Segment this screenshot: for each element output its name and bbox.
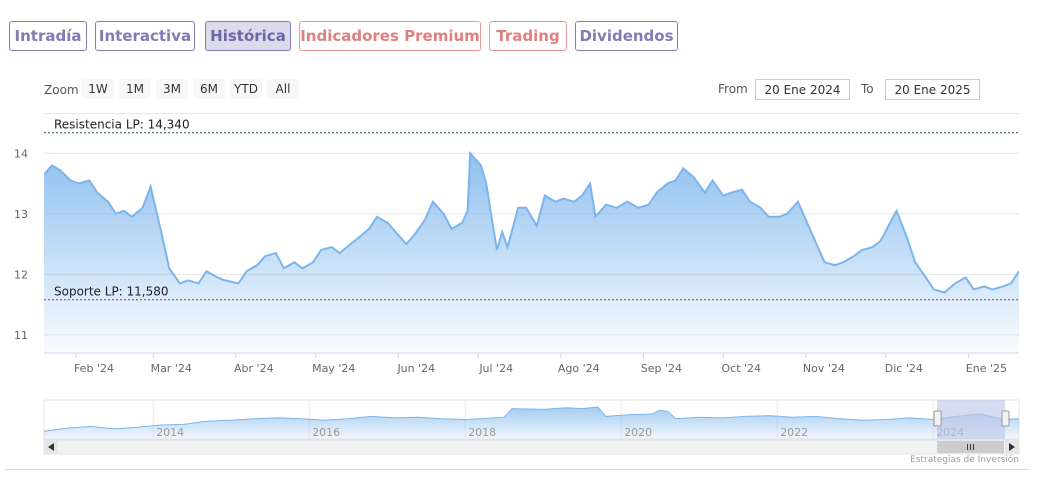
x-tick-label: Ago '24 [558,362,600,375]
y-tick-label: 13 [14,208,28,221]
tab-trading[interactable]: Trading [489,21,567,51]
y-tick-label: 11 [14,329,28,342]
price-line [44,150,1019,294]
x-tick-label: Mar '24 [151,362,192,375]
credits: Estrategias de Inversión [910,455,1019,465]
navigator-right-handle[interactable] [1001,410,1010,427]
support-resistance-lines: Resistencia LP: 14,340 Soporte LP: 11,580 [44,118,1019,301]
arrow-left-icon [48,443,54,451]
x-tick-label: Dic '24 [885,362,923,375]
navigator-year-label: 2018 [468,426,496,439]
navigator-year-label: 2022 [780,426,808,439]
x-tick-label: Jul '24 [478,362,513,375]
x-tick-label: Abr '24 [234,362,274,375]
tab-historica[interactable]: Histórica [205,21,291,51]
navigator-selection[interactable] [937,400,1005,439]
to-date-input[interactable]: 20 Ene 2025 [885,79,980,100]
to-label: To [861,82,874,96]
zoom-ytd-button[interactable]: YTD [230,79,262,99]
grip-icon [967,444,975,450]
annotation-label: Soporte LP: 11,580 [54,285,169,299]
navigator-year-label: 2016 [312,426,340,439]
y-tick-label: 12 [14,268,28,281]
navigator-line [43,406,1020,432]
navigator-left-handle[interactable] [933,410,942,427]
x-tick-label: Feb '24 [74,362,114,375]
zoom-1w-button[interactable]: 1W [82,79,114,99]
toolbar-divider [44,113,1019,114]
navigator-year-label: 2014 [156,426,184,439]
y-axis-labels: 11 12 13 14 [14,147,28,342]
x-tick-label: Sep '24 [641,362,682,375]
range-selector: Zoom 1W 1M 3M 6M YTD All From 20 Ene 202… [0,79,1037,101]
zoom-label: Zoom [44,83,79,97]
footer-divider [5,469,1029,470]
tab-interactiva[interactable]: Interactiva [95,21,195,51]
navigator-year-label: 2020 [624,426,652,439]
x-tick-label: May '24 [312,362,355,375]
tab-dividendos[interactable]: Dividendos [575,21,678,51]
zoom-1m-button[interactable]: 1M [119,79,151,99]
zoom-all-button[interactable]: All [267,79,299,99]
x-tick-label: Ene '25 [966,362,1007,375]
y-tick-label: 14 [14,147,28,160]
arrow-right-icon [1009,443,1015,451]
x-tick-label: Jun '24 [396,362,435,375]
scrollbar-track[interactable] [43,439,1020,455]
from-label: From [718,82,748,96]
scrollbar[interactable] [43,439,1020,455]
x-tick-label: Oct '24 [722,362,762,375]
navigator-area [44,407,1019,439]
from-date-input[interactable]: 20 Ene 2024 [755,79,850,100]
annotation-label: Resistencia LP: 14,340 [54,118,190,132]
navigator[interactable]: 201420162018202020222024 [43,399,1020,440]
zoom-6m-button[interactable]: 6M [193,79,225,99]
tab-indicadores-premium[interactable]: Indicadores Premium [299,21,481,51]
x-axis-labels: Feb '24 Mar '24 Abr '24 May '24 Jun '24 Jul '… [74,353,1007,375]
x-tick-label: Nov '24 [803,362,845,375]
zoom-3m-button[interactable]: 3M [156,79,188,99]
tab-intradia[interactable]: Intradía [9,21,87,51]
price-area [44,153,1019,353]
